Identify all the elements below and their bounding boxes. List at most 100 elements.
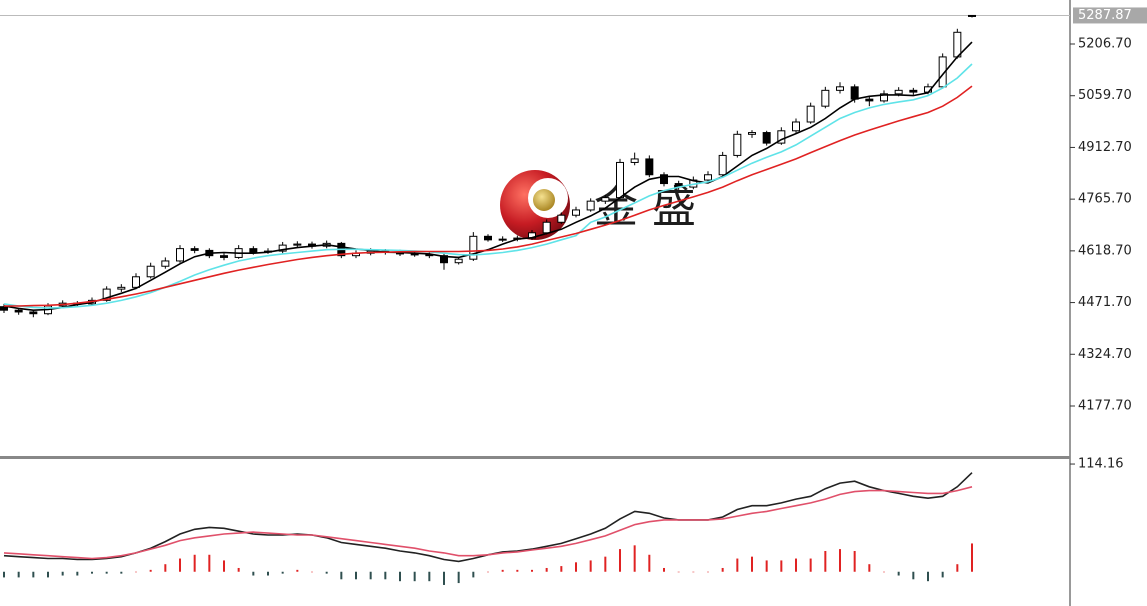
candle-body xyxy=(146,265,155,278)
y-tick-label: 114.16 xyxy=(1078,457,1124,472)
candle-body xyxy=(968,14,976,17)
candle-body xyxy=(792,121,800,132)
candle-body xyxy=(909,89,918,93)
candle-body xyxy=(542,221,551,234)
candle-body xyxy=(498,238,507,241)
candle-body xyxy=(748,132,756,135)
candle-body xyxy=(557,214,566,223)
candle-body xyxy=(278,244,287,252)
candle-body xyxy=(14,309,23,313)
candle-body xyxy=(616,161,624,199)
candle-body xyxy=(102,288,111,301)
histogram-bar xyxy=(355,571,357,580)
candle-body xyxy=(161,260,170,267)
candle-body xyxy=(762,132,771,144)
histogram-bar xyxy=(281,571,284,574)
line-series xyxy=(3,472,973,563)
histogram-bar xyxy=(516,569,519,572)
histogram-bar xyxy=(91,571,93,574)
candle-body xyxy=(630,158,639,163)
watermark-text: 金 盛 xyxy=(594,182,696,233)
histogram-bar xyxy=(3,571,5,578)
candle-body xyxy=(704,174,712,181)
candle-body xyxy=(894,89,903,95)
histogram-bar xyxy=(707,571,709,573)
histogram-bar xyxy=(663,567,665,572)
candle-body xyxy=(880,93,888,102)
histogram-bar xyxy=(736,558,739,572)
candle-body xyxy=(293,243,302,246)
histogram-bar xyxy=(413,571,416,582)
histogram-bar xyxy=(589,560,592,572)
candle-body xyxy=(469,235,478,260)
histogram-bar xyxy=(340,571,343,580)
histogram-bar xyxy=(443,571,445,585)
candle-body xyxy=(938,56,947,88)
histogram-bar xyxy=(575,562,577,572)
histogram-bar xyxy=(751,556,753,572)
candle-body xyxy=(117,286,126,290)
last-price-box xyxy=(1073,7,1147,24)
line-series xyxy=(3,486,973,560)
candle-body xyxy=(176,248,184,262)
candle-body xyxy=(220,255,228,258)
y-tick-label: 5206.70 xyxy=(1078,37,1132,52)
histogram-bar xyxy=(164,564,167,572)
histogram-bar xyxy=(105,571,108,574)
candle-body xyxy=(572,209,580,216)
histogram-bar xyxy=(824,550,827,572)
histogram-bar xyxy=(193,554,196,572)
candle-body xyxy=(836,86,844,91)
histogram-bar xyxy=(76,571,79,576)
candle-body xyxy=(645,158,654,176)
candle-body xyxy=(777,130,786,144)
histogram-bar xyxy=(560,566,563,572)
histogram-bar xyxy=(809,558,812,572)
candle-body xyxy=(953,31,962,58)
candle-body xyxy=(586,200,595,211)
histogram-bar xyxy=(32,571,35,578)
histogram-bar xyxy=(384,571,387,580)
candle-body xyxy=(454,258,463,264)
histogram-bar xyxy=(912,571,915,580)
histogram-bar xyxy=(472,571,475,578)
histogram-bar xyxy=(868,564,871,572)
histogram-bar xyxy=(604,556,607,572)
histogram-bar xyxy=(369,571,372,580)
histogram-bar xyxy=(237,567,240,572)
candle-body xyxy=(850,86,859,100)
histogram-bar xyxy=(501,569,504,572)
histogram-bar xyxy=(795,558,797,572)
histogram-bar xyxy=(325,571,328,574)
candle-body xyxy=(601,197,610,202)
histogram-bar xyxy=(971,543,973,572)
histogram-bar xyxy=(47,571,49,578)
histogram-bar xyxy=(457,571,460,584)
candle-body xyxy=(29,311,38,315)
histogram-bar xyxy=(677,571,680,573)
histogram-bar xyxy=(897,571,900,576)
candle-body xyxy=(249,248,258,253)
histogram-bar xyxy=(208,554,211,572)
histogram-bar xyxy=(941,571,944,578)
histogram-bar xyxy=(487,571,489,573)
histogram-bar xyxy=(223,560,225,572)
histogram-bar xyxy=(839,549,841,572)
y-tick-label: 4177.70 xyxy=(1078,398,1132,413)
y-tick-label: 4912.70 xyxy=(1078,140,1132,155)
y-tick-label: 4618.70 xyxy=(1078,243,1132,258)
histogram-bar xyxy=(545,567,548,572)
histogram-bar xyxy=(721,567,724,572)
histogram-bar xyxy=(428,571,431,582)
histogram-bar xyxy=(956,564,959,572)
histogram-bar xyxy=(765,560,768,572)
histogram-bar xyxy=(927,571,929,582)
histogram-bar xyxy=(648,554,651,572)
histogram-bar xyxy=(853,550,856,572)
histogram-bar xyxy=(311,571,313,573)
candle-body xyxy=(733,133,742,156)
histogram-bar xyxy=(692,571,695,573)
histogram-bar xyxy=(883,571,885,573)
